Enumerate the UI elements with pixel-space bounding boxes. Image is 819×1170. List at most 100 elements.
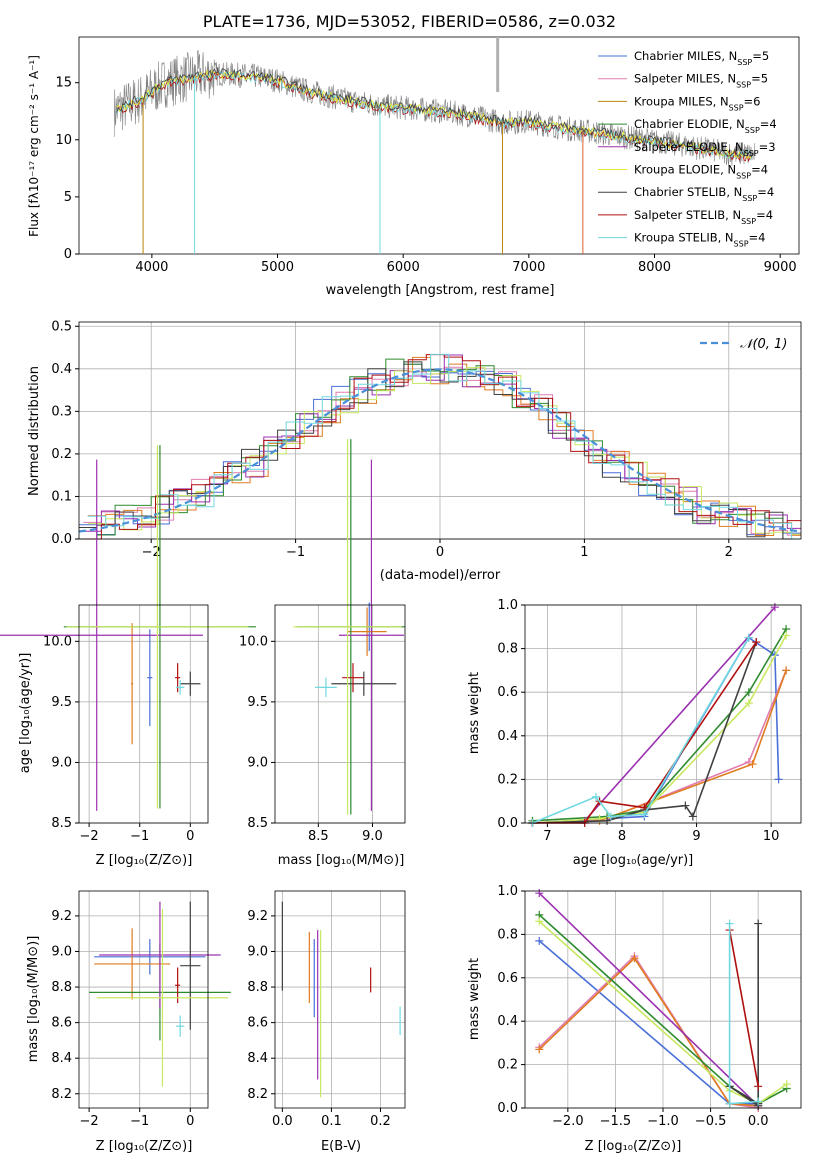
- mass-ebv-ytick-label: 8.2: [247, 1087, 268, 1102]
- spectrum-axes-frame: [78, 36, 800, 255]
- spectrum-xtick-label: 5000: [261, 260, 294, 275]
- mass-ebv-marks: [281, 901, 401, 1098]
- age-z-ytick-label: 10.0: [43, 634, 72, 649]
- mw-z-ytick-label: 0.0: [497, 1101, 518, 1116]
- histogram-ytick-label: 0.4: [51, 362, 72, 377]
- mass-ebv-ytick-label: 8.4: [247, 1051, 268, 1066]
- mass-ebv-ytick-label: 8.6: [247, 1016, 268, 1031]
- age-z-xlabel: Z [log₁₀(Z/Z⊙)]: [96, 853, 193, 868]
- spectrum-legend-label: Kroupa MILES, NSSP=6: [634, 94, 760, 112]
- mw-z-point: [754, 1082, 763, 1091]
- spectrum-ytick-label: 15: [55, 76, 72, 91]
- mw-age-xtick-label: 8: [618, 829, 626, 844]
- mass-ebv-ytick-label: 9.2: [247, 909, 268, 924]
- spectrum-xtick-label: 4000: [135, 260, 168, 275]
- mw-z-series-line: [728, 929, 759, 1087]
- mw-z-ylabel: mass weight: [467, 958, 482, 1040]
- mass-z-ytick-label: 9.0: [51, 944, 72, 959]
- mw-z-ytick-label: 0.8: [497, 927, 518, 942]
- mw-z-xtick-label: −1.5: [600, 1114, 632, 1129]
- mw-age-ylabel: mass weight: [467, 672, 482, 754]
- mass-ebv-xtick-label: 0.1: [321, 1114, 342, 1129]
- mass-z-ylabel: mass [log₁₀(M/M⊙)]: [26, 936, 41, 1063]
- mw-z-point: [535, 917, 544, 926]
- mass-ebv-ytick-label: 9.0: [247, 944, 268, 959]
- mw-z-xtick-label: −1.0: [647, 1114, 679, 1129]
- mw-age-ytick-label: 0.6: [497, 685, 518, 700]
- histogram-ytick-label: 0.0: [51, 532, 72, 547]
- spectrum-xtick-label: 6000: [387, 260, 420, 275]
- mw-age-ytick-label: 0.2: [497, 772, 518, 787]
- age-z: −2 −1 0 8.5 9.0 9.5 10.0: [0, 445, 257, 844]
- histogram-xtick-label: −2: [142, 545, 161, 560]
- histogram-step-series: [79, 361, 801, 540]
- spectrum-legend-label: Salpeter MILES, NSSP=5: [634, 72, 768, 90]
- mw-age-point: [681, 801, 690, 810]
- spectrum-xlabel: wavelength [Angstrom, rest frame]: [326, 283, 555, 298]
- histogram-xtick-label: 1: [580, 545, 588, 560]
- mass-z-ytick-label: 8.6: [51, 1016, 72, 1031]
- spectrum-panel: 4000 5000 6000 7000 8000 9000 0 5 10 15 Chabrier …: [27, 36, 800, 298]
- mass-z-ytick-label: 8.2: [51, 1087, 72, 1102]
- spectrum-xtick-label: 7000: [512, 260, 545, 275]
- histogram-step-series: [87, 353, 801, 540]
- mass-ebv-xlabel: E(B-V): [321, 1139, 361, 1154]
- age-z-xtick-label: −2: [80, 829, 99, 844]
- mw-z-point: [782, 1080, 791, 1089]
- age-mass-ytick-label: 10.0: [239, 634, 268, 649]
- mw-z-series-line: [538, 940, 759, 1105]
- mw-age-xtick-label: 7: [543, 829, 551, 844]
- histogram-step-series: [83, 354, 801, 540]
- age-z-xtick-label: 0: [186, 829, 194, 844]
- mw-age-series-line: [532, 628, 787, 822]
- mw-z-series-line: [538, 957, 759, 1107]
- mass-z-xtick-label: −2: [80, 1114, 99, 1129]
- mass-ebv: 0.0 0.1 0.2 8.2 8.4 8.6 8.8 9.0 9.2: [247, 890, 406, 1129]
- histogram-steps: [79, 353, 801, 540]
- mw-z-point: [535, 1045, 544, 1054]
- mw-age-ytick-label: 0.4: [497, 729, 518, 744]
- mass-z-ytick-label: 9.2: [51, 909, 72, 924]
- spectrum-legend-label: Chabrier MILES, NSSP=5: [634, 49, 769, 67]
- mw-z-point: [754, 1097, 763, 1106]
- mass-z-xlabel: Z [log₁₀(Z/Z⊙)]: [96, 1139, 193, 1154]
- mass-ebv-ytick-label: 8.8: [247, 980, 268, 995]
- mw-z-xtick-label: −2.0: [552, 1114, 584, 1129]
- mw-z-xtick-label: −0.5: [695, 1114, 727, 1129]
- mw-age-ytick-label: 0.0: [497, 816, 518, 831]
- mass-z-ytick-label: 8.4: [51, 1051, 72, 1066]
- age-mass-marks: [293, 439, 405, 815]
- histogram-ytick-label: 0.5: [51, 319, 72, 334]
- histogram-xlabel: (data-model)/error: [380, 568, 501, 583]
- spectrum-ytick-label: 10: [55, 133, 72, 148]
- age-mass-ytick-label: 9.0: [247, 755, 268, 770]
- age-mass: 8.5 9.0 8.5 9.0 9.5 10.0: [239, 439, 406, 844]
- mass-z-ytick-label: 8.8: [51, 980, 72, 995]
- spectrum-ytick-label: 0: [64, 247, 72, 262]
- mass-z-xtick-label: 0: [186, 1114, 194, 1129]
- mw-age-ytick-label: 1.0: [497, 598, 518, 613]
- spectrum-legend-label: Salpeter STELIB, NSSP=4: [634, 208, 773, 226]
- mw-z-axes-frame: [524, 890, 802, 1109]
- parameter-panels: −2 −1 08.59.09.510.08.5 9.08.59.09.510.07 8 9…: [0, 439, 802, 1129]
- mw-z-xlabel: Z [log₁₀(Z/Z⊙)]: [585, 1139, 682, 1154]
- mw-age-point: [774, 775, 783, 784]
- spectrum-legend-label: Kroupa STELIB, NSSP=4: [634, 231, 765, 249]
- age-mass-xtick-label: 8.5: [308, 829, 329, 844]
- histogram-xtick-label: 0: [436, 545, 444, 560]
- histogram-ticks: −2 −1 0 1 2 0.0 0.1 0.2 0.3 0.4 0.5: [51, 319, 733, 560]
- mw-z-point: [535, 936, 544, 945]
- spectrum-legend-label: Chabrier STELIB, NSSP=4: [634, 185, 774, 203]
- mw-age: 7 8 9 10 0.0 0.2 0.4 0.6 0.8 1.0: [497, 598, 802, 844]
- spectrum-legend-label: Salpeter ELODIE, NSSP=3: [634, 140, 776, 158]
- age-mass-ytick-label: 8.5: [247, 816, 268, 831]
- mw-age-point: [640, 810, 649, 819]
- mw-age-point: [744, 688, 753, 697]
- age-z-xtick-label: −1: [130, 829, 149, 844]
- mw-z-ytick-label: 0.4: [497, 1014, 518, 1029]
- mw-z-series-line: [538, 892, 759, 1107]
- spectrum-lines: [113, 37, 756, 254]
- spectrum-ticks: 4000 5000 6000 7000 8000 9000 0 5 10 15: [55, 76, 796, 275]
- mw-z-xtick-label: 0.0: [748, 1114, 769, 1129]
- age-z-marks: [0, 445, 257, 811]
